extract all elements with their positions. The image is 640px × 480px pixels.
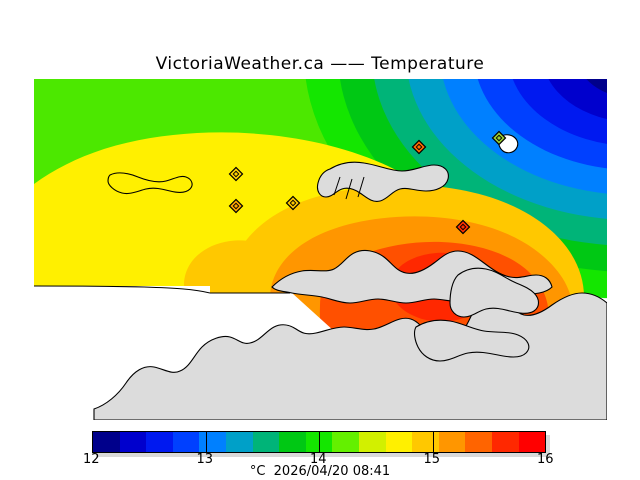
- station-diamond-core: [232, 170, 240, 178]
- colorbar-tick-15: [432, 431, 434, 453]
- colorbar-band-11: [385, 432, 413, 452]
- colorbar-band-0: [93, 432, 120, 452]
- colorbar-label-12: 12: [83, 452, 100, 467]
- land-east-islands: [449, 267, 540, 318]
- colorbar-caption: °C 2026/04/20 08:41: [249, 464, 391, 479]
- land-masses: [93, 134, 607, 420]
- colorbar-band-5: [225, 432, 253, 452]
- station-diamond-core: [415, 143, 423, 151]
- land-southeast-islands: [413, 319, 530, 362]
- colorbar-band-2: [146, 432, 173, 452]
- station-diamond-core: [232, 202, 240, 210]
- temperature-contour-map[interactable]: [34, 79, 607, 420]
- station-marker-4[interactable]: [411, 139, 427, 155]
- colorbar-band-7: [279, 432, 306, 452]
- colorbar-label-14: 14: [310, 452, 327, 467]
- colorbar-tick-14: [319, 431, 320, 453]
- colorbar-label-15: 15: [423, 452, 441, 467]
- map-canvas: [34, 79, 607, 420]
- station-marker-3[interactable]: [285, 195, 301, 211]
- colorbar-tick-13: [205, 431, 207, 453]
- colorbar-band-10: [358, 432, 386, 452]
- colorbar-band-6: [252, 432, 280, 452]
- northeast-cold-cells: [305, 79, 607, 299]
- page-title: VictoriaWeather.ca —— Temperature: [155, 54, 485, 74]
- land-north-inlet: [316, 161, 449, 202]
- inlet-channels: [333, 176, 365, 200]
- colorbar-band-14: [465, 432, 492, 452]
- coastline-details: [34, 285, 290, 294]
- station-diamond-core: [289, 199, 297, 207]
- station-markers[interactable]: [228, 130, 507, 235]
- colorbar-band-3: [172, 432, 200, 452]
- station-marker-1[interactable]: [228, 166, 244, 182]
- colorbar-tick-labels: 12 13 14 15 16: [0, 452, 640, 468]
- station-marker-2[interactable]: [228, 198, 244, 214]
- colorbar-band-9: [332, 432, 359, 452]
- land-west-small-island: [107, 172, 193, 195]
- colorbar-band-4: [199, 432, 226, 452]
- station-diamond-core: [495, 134, 503, 142]
- colorbar-label-13: 13: [196, 452, 214, 467]
- colorbar-band-13: [438, 432, 466, 452]
- colorbar-container[interactable]: [92, 431, 550, 457]
- colorbar-band-12: [412, 432, 439, 452]
- colorbar-band-1: [119, 432, 147, 452]
- station-marker-6[interactable]: [491, 130, 507, 146]
- colorbar-label-16: 16: [537, 452, 554, 467]
- colorbar-band-15: [491, 432, 519, 452]
- station-marker-5[interactable]: [455, 219, 471, 235]
- colorbar-band-16: [518, 432, 546, 452]
- station-diamond-core: [459, 223, 467, 231]
